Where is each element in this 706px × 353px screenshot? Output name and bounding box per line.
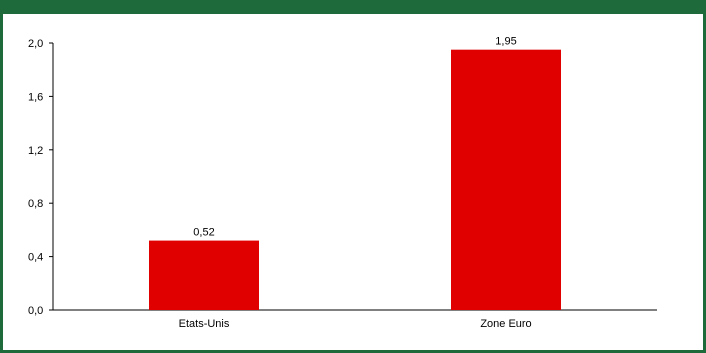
y-tick-label: 0,0 [28, 305, 43, 317]
y-tick-label: 1,2 [28, 145, 43, 157]
bar-etats-unis [149, 240, 259, 310]
y-tick-label: 0,4 [28, 252, 43, 264]
y-ticks: 0,0 0,4 0,8 1,2 1,6 2,0 [28, 38, 53, 317]
data-label: 0,52 [193, 227, 214, 239]
x-tick-label: Zone Euro [480, 318, 531, 330]
labels: 0,52 Etats-Unis 1,95 Zone Euro [179, 36, 532, 330]
header-bar [0, 0, 706, 14]
y-tick-label: 1,6 [28, 91, 43, 103]
data-label: 1,95 [495, 36, 516, 48]
y-tick-label: 2,0 [28, 38, 43, 50]
axes [52, 43, 657, 311]
x-tick-label: Etats-Unis [179, 318, 230, 330]
bars [149, 49, 561, 311]
bar-zone-euro [451, 49, 561, 311]
y-tick-label: 0,8 [28, 198, 43, 210]
